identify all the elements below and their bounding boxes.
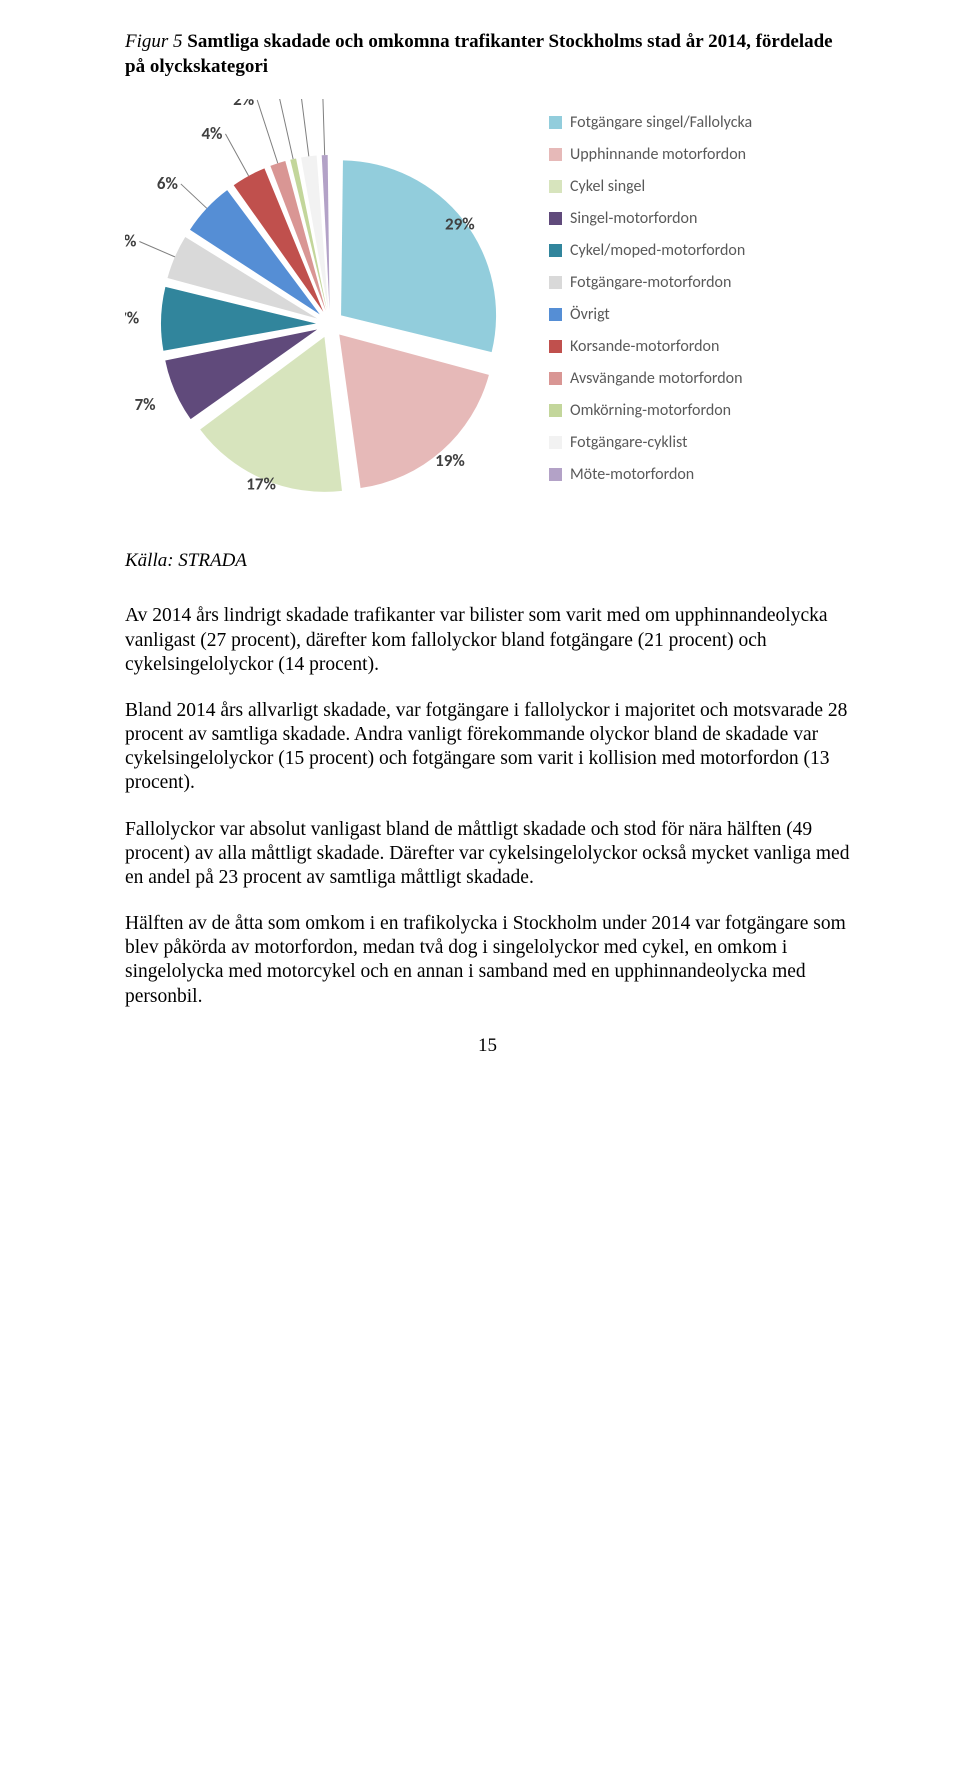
body-text: Av 2014 års lindrigt skadade trafikanter…	[125, 604, 850, 1008]
leader-line	[298, 99, 309, 156]
slice-label: 17%	[246, 474, 276, 495]
legend-swatch	[549, 148, 562, 161]
body-paragraph: Fallolyckor var absolut vanligast bland …	[125, 818, 850, 891]
slice-label: 2%	[233, 99, 254, 110]
legend-item: Fotgängare-cyklist	[549, 433, 850, 452]
legend-item: Korsande-motorfordon	[549, 337, 850, 356]
legend-label: Möte-motorfordon	[570, 465, 694, 484]
legend-label: Omkörning-motorfordon	[570, 401, 731, 420]
legend-item: Cykel singel	[549, 177, 850, 196]
legend-swatch	[549, 180, 562, 193]
legend-swatch	[549, 404, 562, 417]
legend-item: Möte-motorfordon	[549, 465, 850, 484]
slice-label: 6%	[157, 173, 178, 194]
pie-slice	[341, 161, 496, 353]
source-line: Källa: STRADA	[125, 550, 850, 572]
legend-label: Fotgängare-cyklist	[570, 433, 687, 452]
legend-swatch	[549, 436, 562, 449]
legend-swatch	[549, 244, 562, 257]
legend-swatch	[549, 372, 562, 385]
legend-label: Fotgängare-motorfordon	[570, 273, 731, 292]
slice-label: 4%	[201, 123, 222, 144]
legend-swatch	[549, 116, 562, 129]
slice-label: 5%	[125, 231, 136, 252]
legend-label: Upphinnande motorfordon	[570, 145, 746, 164]
slice-label: 7%	[135, 394, 156, 415]
legend-swatch	[549, 308, 562, 321]
leader-line	[322, 99, 325, 155]
figure-caption-prefix: Figur 5	[125, 31, 187, 52]
legend-item: Övrigt	[549, 305, 850, 324]
body-paragraph: Bland 2014 års allvarligt skadade, var f…	[125, 699, 850, 796]
legend-swatch	[549, 212, 562, 225]
legend-swatch	[549, 468, 562, 481]
pie-slice	[339, 335, 489, 489]
legend-label: Övrigt	[570, 305, 610, 324]
leader-line	[276, 99, 293, 159]
legend-item: Fotgängare singel/Fallolycka	[549, 113, 850, 132]
legend-item: Singel-motorfordon	[549, 209, 850, 228]
leader-line	[139, 242, 175, 257]
legend-label: Cykel/moped-motorfordon	[570, 241, 745, 260]
legend-item: Cykel/moped-motorfordon	[549, 241, 850, 260]
body-paragraph: Hälften av de åtta som omkom i en trafik…	[125, 912, 850, 1009]
legend-item: Fotgängare-motorfordon	[549, 273, 850, 292]
legend-label: Korsande-motorfordon	[570, 337, 719, 356]
chart-area: 29%19%17%7%7%5%6%4%2%1%2%1% Fotgängare s…	[125, 99, 850, 544]
slice-label: 29%	[445, 214, 475, 235]
page-number: 15	[125, 1035, 850, 1057]
legend-label: Cykel singel	[570, 177, 645, 196]
pie-chart: 29%19%17%7%7%5%6%4%2%1%2%1%	[125, 99, 535, 544]
legend-swatch	[549, 276, 562, 289]
leader-line	[257, 100, 278, 163]
legend-item: Upphinnande motorfordon	[549, 145, 850, 164]
legend-label: Fotgängare singel/Fallolycka	[570, 113, 752, 132]
legend-label: Avsvängande motorfordon	[570, 369, 743, 388]
slice-label: 7%	[125, 308, 139, 329]
body-paragraph: Av 2014 års lindrigt skadade trafikanter…	[125, 604, 850, 677]
leader-line	[225, 134, 248, 176]
slice-label: 19%	[435, 450, 465, 471]
legend-swatch	[549, 340, 562, 353]
figure-caption: Figur 5 Samtliga skadade och omkomna tra…	[125, 30, 850, 79]
pie-svg: 29%19%17%7%7%5%6%4%2%1%2%1%	[125, 99, 535, 539]
leader-line	[181, 184, 207, 208]
legend: Fotgängare singel/Fallolycka Upphinnande …	[535, 99, 850, 497]
legend-label: Singel-motorfordon	[570, 209, 697, 228]
legend-item: Omkörning-motorfordon	[549, 401, 850, 420]
figure-caption-bold: Samtliga skadade och omkomna trafikanter…	[125, 31, 833, 77]
legend-item: Avsvängande motorfordon	[549, 369, 850, 388]
